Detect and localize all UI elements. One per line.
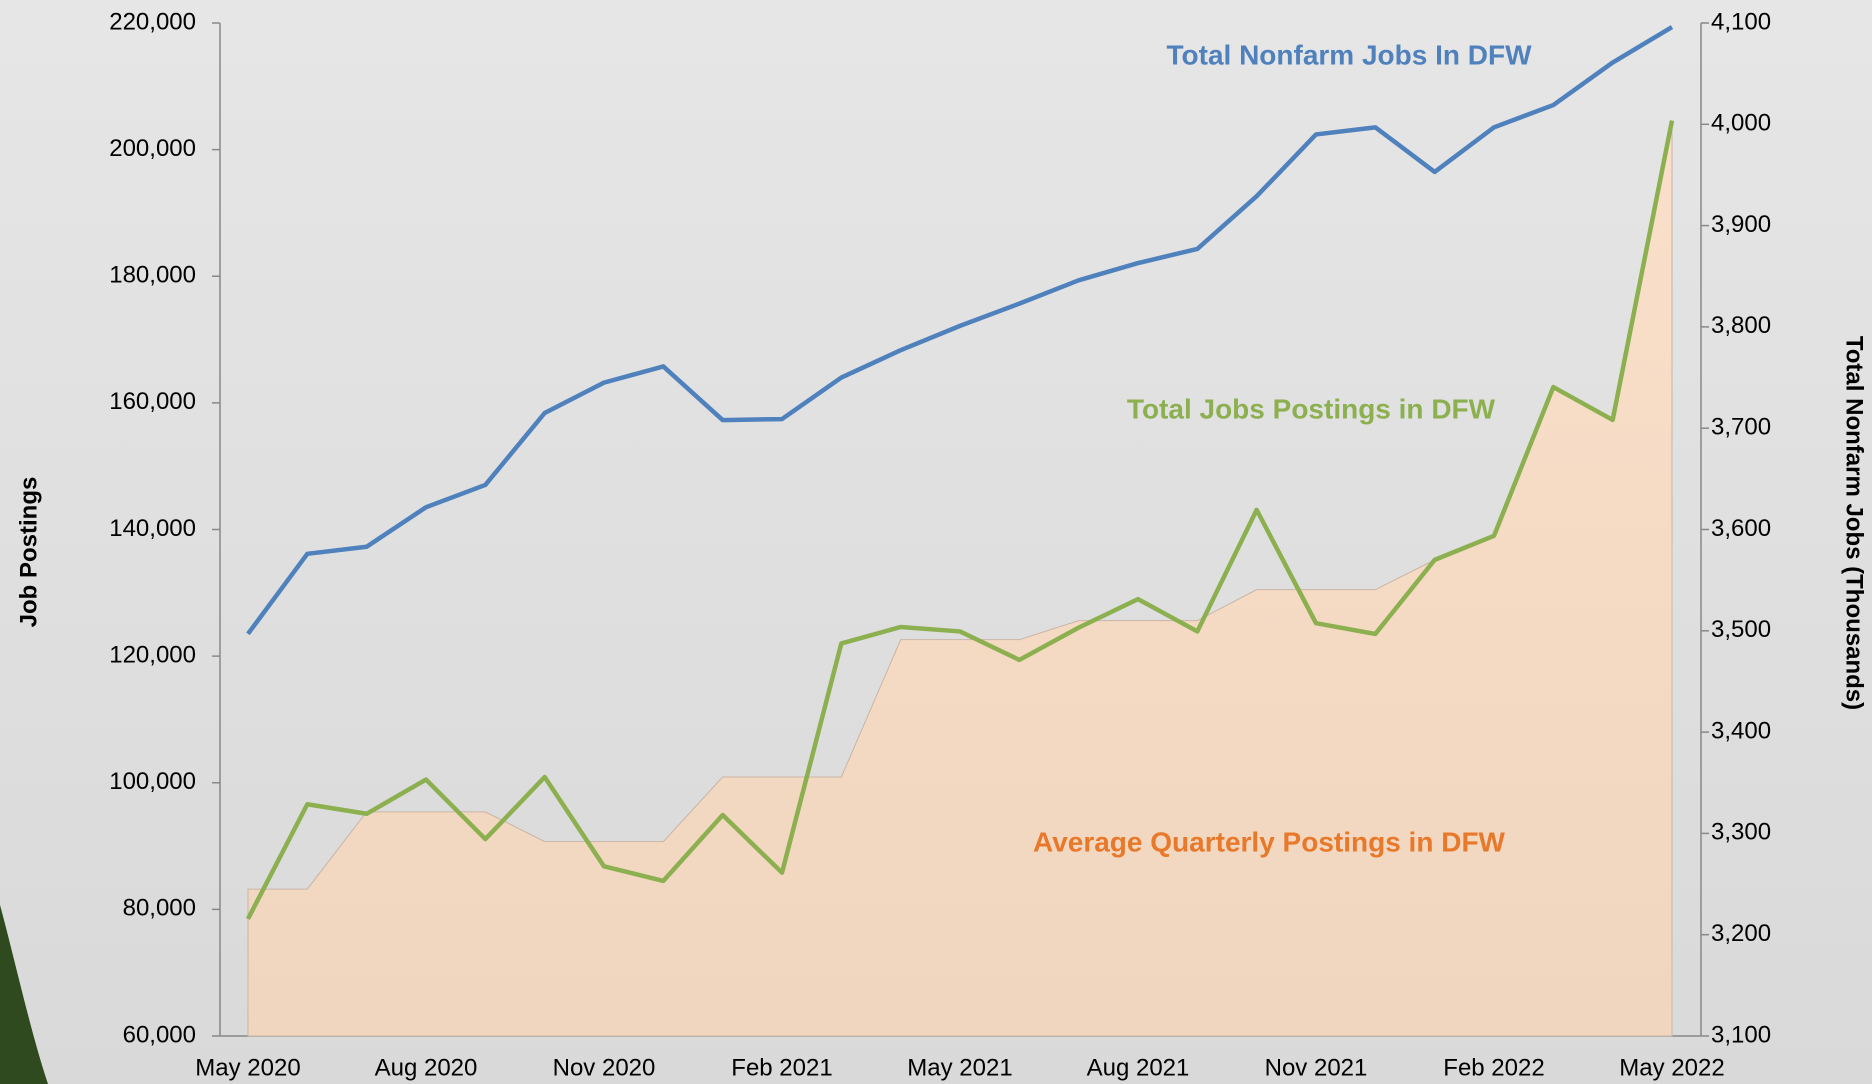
y-tick-label: 100,000 [109, 768, 196, 795]
x-tick-label: Nov 2020 [553, 1054, 656, 1081]
y-tick-label: 220,000 [109, 8, 196, 35]
y2-tick-label: 3,300 [1711, 819, 1771, 846]
x-tick-label: May 2020 [195, 1054, 300, 1081]
page: 60,000 80,000 100,000 120,000 140,000 160,000… [0, 0, 1872, 1084]
series-label: Total Nonfarm Jobs In DFW [1166, 39, 1532, 70]
y-tick-label: 200,000 [109, 135, 196, 162]
y2-tick-label: 3,800 [1711, 312, 1771, 339]
series-label: Total Jobs Postings in DFW [1127, 393, 1496, 424]
x-tick-label: May 2022 [1619, 1054, 1724, 1081]
y2-tick-label: 3,900 [1711, 211, 1771, 238]
y-tick-label: 140,000 [109, 515, 196, 542]
y-tick-label: 120,000 [109, 641, 196, 668]
x-tick-label: Feb 2021 [731, 1054, 832, 1081]
y2-tick-label: 4,000 [1711, 110, 1771, 137]
y-tick-label: 60,000 [123, 1021, 196, 1048]
y-tick-label: 80,000 [123, 895, 196, 922]
y2-tick-label: 3,400 [1711, 717, 1771, 744]
y2-tick-label: 3,500 [1711, 616, 1771, 643]
x-tick-label: Aug 2020 [375, 1054, 478, 1081]
chart: 60,000 80,000 100,000 120,000 140,000 160,000… [0, 0, 1872, 1084]
y2-tick-label: 3,700 [1711, 414, 1771, 441]
y2-tick-label: 3,200 [1711, 920, 1771, 947]
y2-tick-label: 3,100 [1711, 1021, 1771, 1048]
y2-tick-label: 4,100 [1711, 8, 1771, 35]
x-tick-label: Aug 2021 [1087, 1054, 1190, 1081]
x-tick-label: May 2021 [907, 1054, 1012, 1081]
y2-axis-title: Total Nonfarm Jobs (Thousands) [1841, 336, 1868, 710]
y-tick-label: 160,000 [109, 388, 196, 415]
y2-tick-label: 3,600 [1711, 515, 1771, 542]
y-axis-title: Job Postings [15, 477, 42, 628]
x-tick-label: Nov 2021 [1265, 1054, 1368, 1081]
y-tick-label: 180,000 [109, 262, 196, 289]
series-label: Average Quarterly Postings in DFW [1033, 826, 1506, 857]
x-tick-label: Feb 2022 [1443, 1054, 1544, 1081]
